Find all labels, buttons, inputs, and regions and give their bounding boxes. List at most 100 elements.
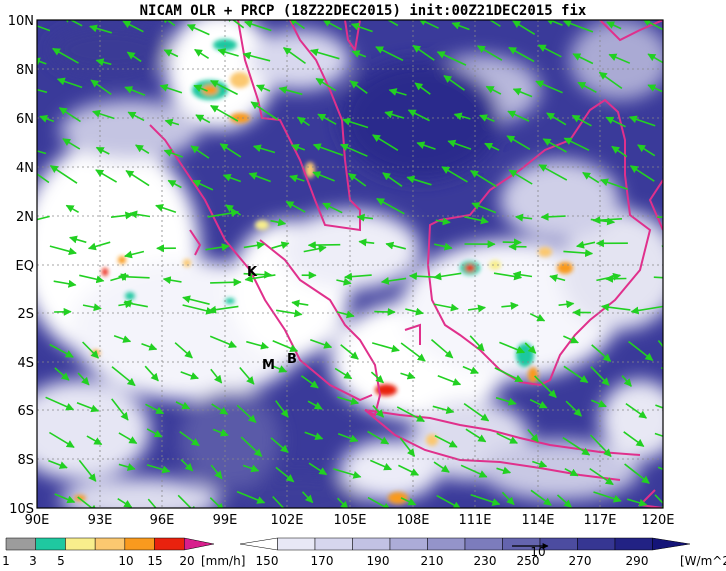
wind-arrow [252, 144, 276, 154]
wind-arrow [433, 461, 450, 473]
wind-arrow [563, 335, 579, 344]
wind-arrow [177, 494, 197, 508]
wind-arrow [270, 218, 287, 227]
wind-arrow [124, 250, 145, 259]
wind-arrow [563, 365, 589, 384]
wind-arrow [37, 215, 50, 221]
wind-arrow [571, 114, 592, 127]
wind-arrow [69, 235, 87, 244]
wind-arrow [82, 303, 102, 312]
olr-color-swatches [239, 537, 691, 551]
wind-arrow [398, 464, 420, 476]
olr-tick-label: 210 [421, 554, 444, 568]
wind-arrow [400, 371, 416, 380]
coastlines [149, 20, 663, 508]
wind-arrow [562, 20, 594, 33]
wind-arrow [608, 53, 631, 64]
wind-arrow [416, 141, 436, 150]
wind-arrow [49, 245, 77, 256]
wind-arrow [53, 279, 77, 288]
wind-arrow [433, 272, 462, 281]
wind-arrow [222, 173, 242, 183]
olr-swatch [577, 537, 616, 551]
olr-tick-label: 190 [367, 554, 390, 568]
wind-arrow [443, 74, 465, 91]
wind-arrow [529, 312, 546, 322]
lon-label: 117E [583, 513, 616, 528]
map-title: NICAM OLR + PRCP (18Z22DEC2015) init:00Z… [140, 3, 587, 19]
wind-arrow [332, 468, 362, 479]
wind-arrow [289, 174, 305, 183]
wind-arrow [272, 340, 299, 353]
wind-arrow [211, 403, 229, 415]
wind-arrow [499, 341, 526, 354]
lat-label: 10S [9, 502, 34, 517]
wind-arrow [48, 459, 68, 469]
wind-arrow [77, 372, 90, 386]
prcp-swatch [35, 537, 66, 551]
wind-arrow [317, 113, 337, 125]
wind-arrow [65, 204, 79, 213]
wind-arrow [164, 118, 180, 127]
lon-label: 111E [458, 513, 491, 528]
wind-arrow [655, 404, 663, 409]
wind-arrow [278, 86, 303, 96]
longitude-labels: 90E 93E 96E 99E 102E 105E 108E 111E 114E… [25, 513, 675, 528]
wind-arrow [37, 57, 47, 66]
wind-arrow [629, 165, 655, 182]
wind-arrow [465, 428, 487, 443]
wind-arrow [349, 80, 368, 94]
wind-arrow [572, 53, 594, 65]
wind-arrow [309, 48, 340, 60]
wind-arrow [272, 496, 285, 508]
wind-arrow [82, 341, 99, 359]
wind-arrow [337, 433, 359, 443]
wind-arrow [180, 371, 199, 380]
wind-arrow [558, 300, 575, 309]
wind-arrow [657, 340, 663, 348]
wind-arrow [304, 431, 324, 440]
wind-arrow [647, 53, 663, 64]
prcp-color-swatches [5, 537, 215, 551]
wind-arrow [590, 399, 607, 408]
wind-arrow [496, 432, 519, 444]
wind-arrow [501, 301, 519, 310]
wind-arrow [37, 150, 47, 155]
olr-swatch [427, 537, 466, 551]
wind-arrow [79, 274, 105, 284]
lon-label: 114E [521, 513, 554, 528]
wind-arrow [210, 464, 223, 480]
wind-arrow [194, 48, 210, 59]
wind-arrow [512, 270, 533, 279]
marker-m: M [262, 358, 275, 373]
prcp-tick-label: 20 [179, 554, 194, 568]
wind-arrow [540, 212, 566, 221]
wind-arrow [463, 402, 490, 422]
wind-arrow [384, 110, 405, 119]
lon-label: 93E [88, 513, 113, 528]
wind-arrow [451, 21, 470, 31]
lon-label: 102E [270, 513, 303, 528]
wind-arrow [159, 84, 183, 94]
wind-arrow [111, 398, 129, 421]
wind-arrow [89, 24, 113, 34]
prcp-tick-label: 3 [29, 554, 37, 568]
wind-arrow [400, 497, 417, 506]
wind-arrow [370, 371, 384, 384]
wind-arrow [161, 20, 176, 27]
wind-arrow [434, 242, 453, 251]
olr-colorbar: 150 170 190 210 230 250 270 290 [W/m^2] … [239, 537, 726, 568]
wind-arrow [546, 112, 567, 126]
wind-arrow [76, 402, 100, 413]
wind-arrow [155, 203, 177, 213]
wind-arrow [470, 494, 501, 506]
wind-arrow [556, 494, 572, 508]
wind-arrow [530, 489, 552, 506]
lat-label: 6S [17, 404, 34, 419]
wind-arrow [623, 431, 645, 448]
wind-arrow [212, 428, 229, 437]
wind-arrow [334, 367, 353, 380]
wind-arrow [205, 243, 230, 252]
wind-arrow [347, 172, 367, 187]
wind-arrow [529, 398, 548, 409]
